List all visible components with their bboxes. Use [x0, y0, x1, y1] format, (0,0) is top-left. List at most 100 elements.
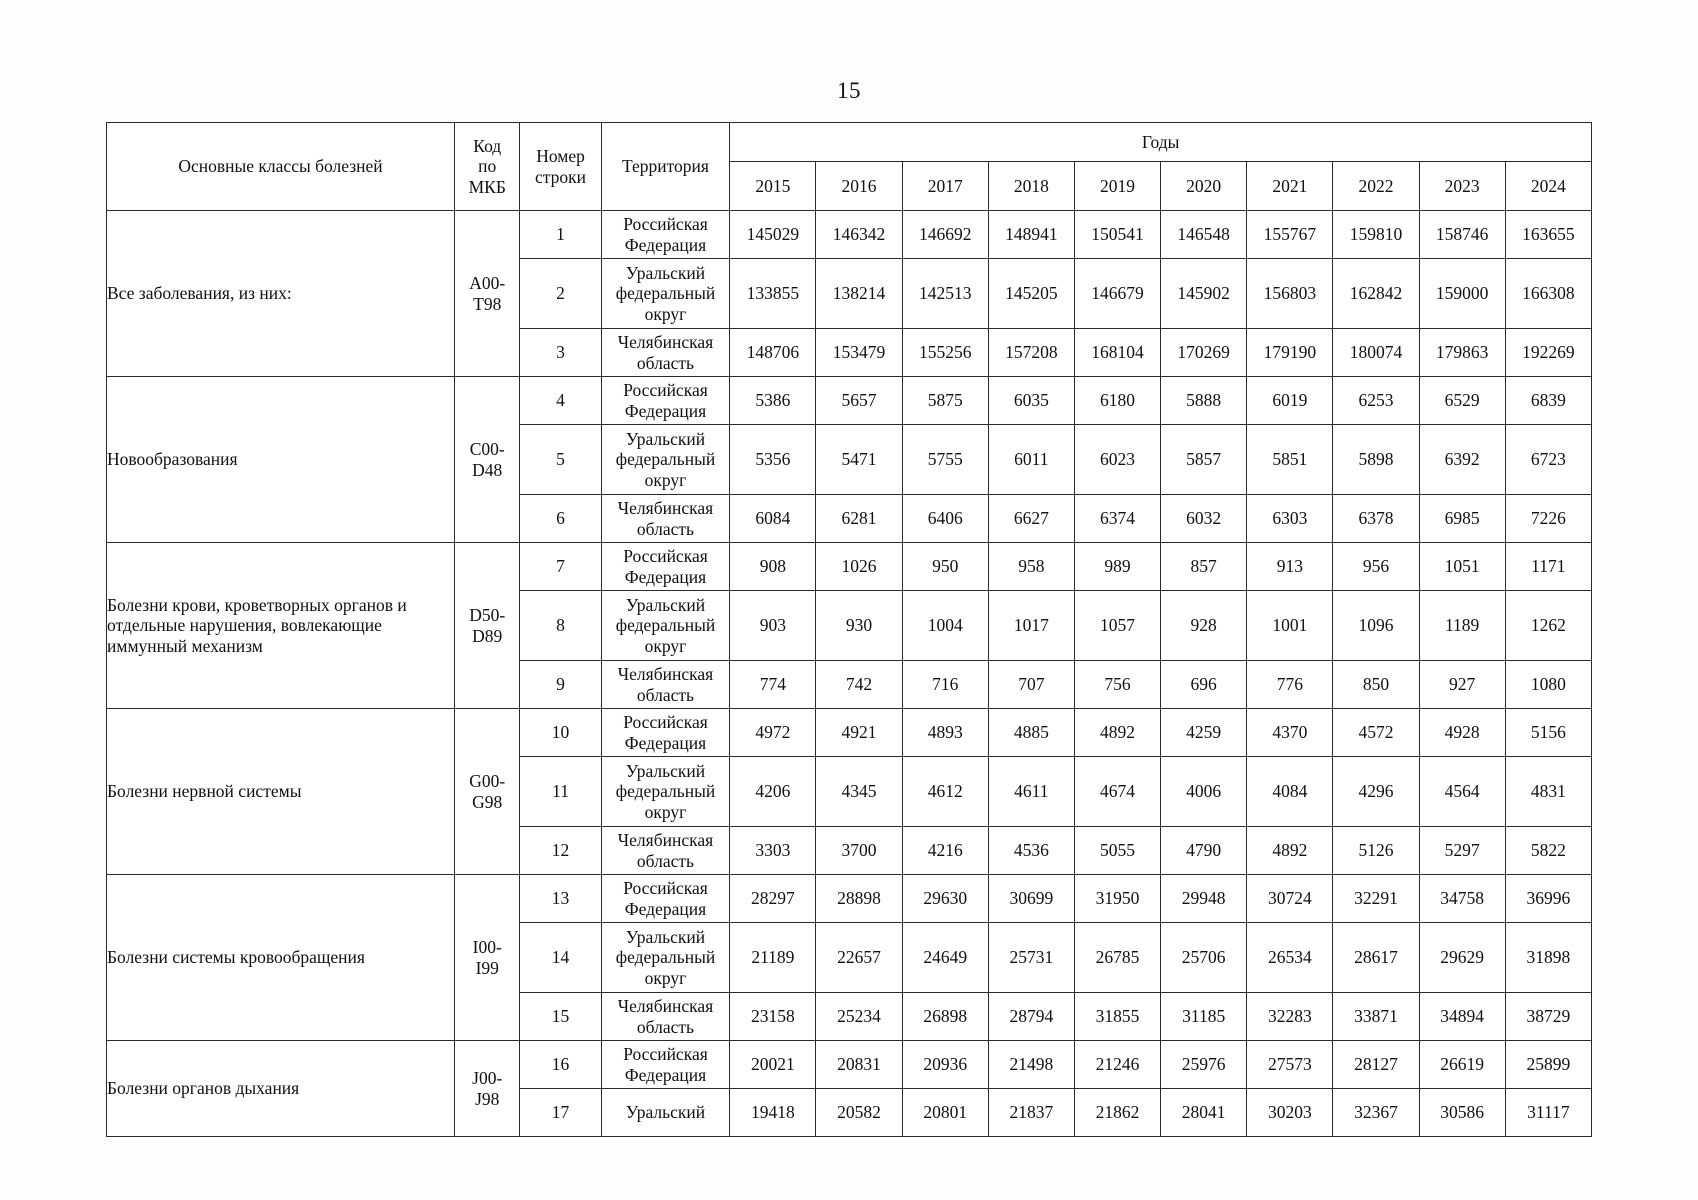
header-row-number-line-1: Номер: [536, 145, 585, 166]
icd-code-line: D48: [472, 459, 503, 480]
data-value-2021: 4084: [1246, 756, 1334, 827]
data-value-2017: 4612: [901, 756, 989, 827]
table-body: Все заболевания, из них: A00- T98 1 Российск…: [105, 210, 1593, 1137]
icd-code-line: I00-: [472, 936, 502, 957]
data-value-2016: 25234: [815, 992, 903, 1041]
data-value-2015: 19418: [729, 1088, 817, 1137]
territory-value: Российская Федерация: [600, 1040, 731, 1089]
data-value-2024: 5156: [1504, 708, 1593, 757]
data-value-2022: 1096: [1332, 590, 1420, 661]
data-value-2020: 5857: [1160, 424, 1248, 495]
data-value-2022: 6253: [1332, 376, 1420, 425]
territory-line: округ: [644, 801, 687, 822]
header-icd-code-line-3: МКБ: [468, 176, 506, 197]
data-value-2022: 28617: [1332, 922, 1420, 993]
data-value-2018: 6627: [987, 494, 1075, 543]
table-row: 3 Челябинская область 148706 153479 155256 157…: [107, 328, 1593, 377]
territory-value: Уральский федеральный округ: [600, 258, 731, 329]
data-value-2016: 5657: [815, 376, 903, 425]
data-value-2017: 20936: [901, 1040, 989, 1089]
data-value-2016: 22657: [815, 922, 903, 993]
data-value-2024: 163655: [1504, 210, 1593, 259]
data-value-2018: 21837: [987, 1088, 1075, 1137]
table-row: 5 Уральский федеральный округ 5356 5471 5755 60…: [107, 424, 1593, 495]
data-value-2018: 707: [987, 660, 1075, 709]
data-value-2017: 20801: [901, 1088, 989, 1137]
territory-line: Федерация: [624, 566, 707, 587]
icd-code-line: D89: [472, 625, 503, 646]
territory-line: Челябинская: [617, 663, 714, 684]
data-value-2022: 32367: [1332, 1088, 1420, 1137]
data-value-2021: 32283: [1246, 992, 1334, 1041]
data-value-2015: 28297: [729, 874, 817, 923]
table-row: Болезни крови, кроветворных органов и от…: [105, 542, 1593, 709]
data-value-2024: 25899: [1504, 1040, 1593, 1089]
data-value-2021: 30724: [1246, 874, 1334, 923]
icd-code-value: A00- T98: [454, 210, 521, 377]
data-value-2016: 930: [815, 590, 903, 661]
data-value-2016: 1026: [815, 542, 903, 591]
row-number-value: 10: [519, 708, 602, 757]
territory-line: Уральский: [625, 428, 706, 449]
header-year-2020: 2020: [1160, 161, 1248, 211]
data-value-2021: 4892: [1246, 826, 1334, 875]
territory-line: Федерация: [624, 898, 707, 919]
data-value-2024: 192269: [1504, 328, 1593, 377]
header-row-number: Номер строки: [519, 122, 602, 211]
data-value-2019: 168104: [1073, 328, 1162, 377]
data-value-2019: 31855: [1073, 992, 1162, 1041]
data-value-2018: 4611: [987, 756, 1075, 827]
data-value-2020: 28041: [1160, 1088, 1248, 1137]
data-value-2023: 4928: [1418, 708, 1506, 757]
row-number-value: 15: [519, 992, 602, 1041]
territory-line: Челябинская: [617, 497, 714, 518]
disease-class-label: Болезни крови, кроветворных органов и от…: [105, 542, 456, 709]
data-value-2016: 5471: [815, 424, 903, 495]
table-row: Болезни системы кровообращения I00- I99 13 Р…: [105, 874, 1593, 1041]
row-number-value: 2: [519, 258, 602, 329]
territory-line: область: [636, 352, 695, 373]
data-value-2017: 29630: [901, 874, 989, 923]
territory-value: Уральский федеральный округ: [600, 424, 731, 495]
data-value-2019: 5055: [1073, 826, 1162, 875]
data-value-2023: 179863: [1418, 328, 1506, 377]
icd-code-line: G00-: [469, 770, 506, 791]
territory-line: Федерация: [624, 234, 707, 255]
data-value-2020: 4006: [1160, 756, 1248, 827]
territory-line: федеральный: [615, 615, 716, 636]
data-value-2022: 4296: [1332, 756, 1420, 827]
table-row: 2 Уральский федеральный округ 133855 138214 14…: [107, 258, 1593, 329]
data-value-2015: 20021: [729, 1040, 817, 1089]
icd-code-line: J00-: [472, 1067, 503, 1088]
icd-code-value: J00- J98: [454, 1040, 521, 1137]
data-value-2016: 20831: [815, 1040, 903, 1089]
row-number-value: 1: [519, 210, 602, 259]
territory-value: Уральский федеральный округ: [600, 590, 731, 661]
row-number-value: 8: [519, 590, 602, 661]
row-number-value: 13: [519, 874, 602, 923]
data-value-2021: 179190: [1246, 328, 1334, 377]
territory-value: Российская Федерация: [600, 708, 731, 757]
data-value-2024: 6839: [1504, 376, 1593, 425]
data-value-2018: 145205: [987, 258, 1075, 329]
table-row: 11 Уральский федеральный округ 4206 4345 4612 4…: [107, 756, 1593, 827]
data-value-2016: 138214: [815, 258, 903, 329]
data-value-2021: 30203: [1246, 1088, 1334, 1137]
data-value-2022: 33871: [1332, 992, 1420, 1041]
header-year-2019: 2019: [1073, 161, 1162, 211]
data-value-2018: 958: [987, 542, 1075, 591]
data-value-2021: 5851: [1246, 424, 1334, 495]
row-number-value: 14: [519, 922, 602, 993]
data-value-2017: 5755: [901, 424, 989, 495]
territory-line: Челябинская: [617, 331, 714, 352]
data-value-2015: 148706: [729, 328, 817, 377]
table-row: 14 Уральский федеральный округ 21189 22657 246…: [107, 922, 1593, 993]
data-value-2024: 31898: [1504, 922, 1593, 993]
data-value-2018: 6011: [987, 424, 1075, 495]
territory-value: Челябинская область: [600, 494, 731, 543]
territory-value: Российская Федерация: [600, 376, 731, 425]
data-value-2020: 25976: [1160, 1040, 1248, 1089]
data-value-2023: 34758: [1418, 874, 1506, 923]
data-value-2017: 146692: [901, 210, 989, 259]
data-value-2023: 6985: [1418, 494, 1506, 543]
